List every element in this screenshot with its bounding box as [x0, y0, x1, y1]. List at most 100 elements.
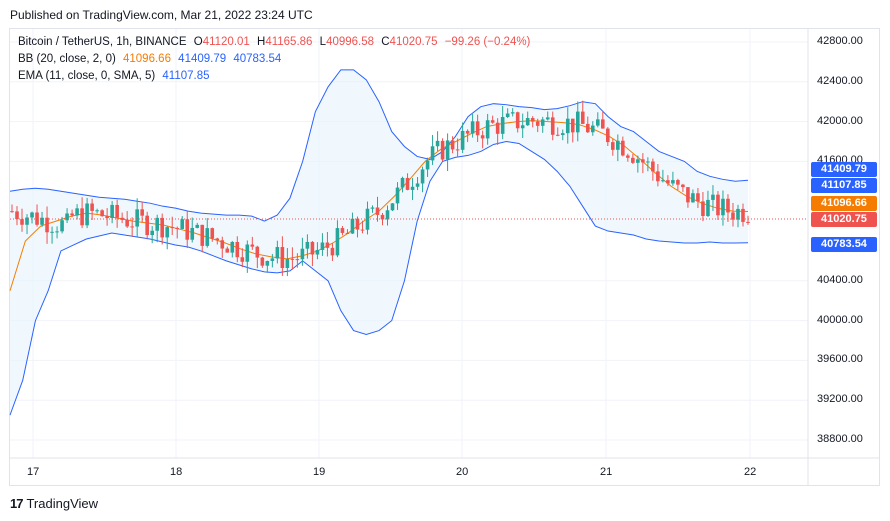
candle-body [280, 247, 285, 269]
candle-body [125, 219, 129, 227]
candle-body [20, 219, 24, 225]
candle-body [50, 231, 54, 233]
candle-body [676, 180, 680, 185]
candle-body [565, 118, 570, 134]
footer: 17 TradingView [10, 496, 98, 511]
ema-value: 41107.85 [162, 70, 210, 82]
candle-body [666, 180, 670, 184]
candle-body [701, 201, 705, 216]
candle-body [626, 155, 630, 158]
candle-body [240, 257, 245, 262]
bb-legend: BB (20, close, 2, 0) 41096.66 41409.79 4… [18, 53, 285, 65]
price-tick-label: 39200.00 [817, 393, 863, 406]
candle-body [585, 123, 590, 133]
close-value: 41020.75 [389, 36, 438, 48]
candle-body [140, 209, 144, 216]
candle-body [330, 247, 335, 256]
candle-body [631, 157, 635, 163]
candle-body [90, 203, 94, 211]
price-tick-label: 39600.00 [817, 353, 863, 366]
candle-body [300, 248, 305, 260]
candle-body [265, 260, 270, 266]
candle-body [110, 204, 114, 219]
candle-body [656, 171, 660, 182]
candle-body [10, 211, 14, 213]
bb-lower-value: 40783.54 [233, 53, 282, 65]
candle-body [260, 257, 265, 266]
candle-body [616, 140, 620, 150]
candle-body [510, 112, 515, 114]
price-chart[interactable] [0, 0, 890, 490]
candle-body [475, 121, 480, 136]
candle-body [716, 194, 720, 216]
candle-body [195, 224, 200, 228]
candle-body [220, 240, 225, 249]
candle-body [580, 111, 585, 124]
candle-body [595, 119, 600, 126]
candle-body [555, 134, 560, 136]
price-tick-label: 38800.00 [817, 433, 863, 445]
published-label: Published on TradingView.com, Mar 21, 20… [10, 8, 313, 22]
candle-body [460, 130, 465, 150]
candle-body [225, 248, 230, 253]
low-value: 40996.58 [326, 36, 375, 48]
candle-body [445, 140, 450, 160]
candle-body [95, 210, 99, 212]
candle-body [345, 232, 350, 234]
price-tick-label: 42400.00 [817, 74, 863, 87]
candle-body [681, 184, 685, 188]
ema-legend: EMA (11, close, 0, SMA, 5) 41107.85 [18, 70, 214, 82]
bb-label[interactable]: BB (20, close, 2, 0) [18, 53, 116, 65]
candle-body [430, 146, 435, 161]
chart-frame[interactable] [9, 28, 880, 486]
candle-body [85, 203, 89, 226]
candle-body [370, 207, 375, 209]
candle-body [465, 130, 470, 134]
candle-body [45, 217, 49, 233]
candle-body [55, 231, 59, 233]
tradingview-logo-icon[interactable]: 17 [10, 496, 24, 511]
candle-body [535, 121, 540, 126]
candle-body [175, 227, 180, 229]
candle-body [490, 120, 495, 123]
candle-body [150, 230, 154, 236]
candle-body [75, 208, 79, 216]
high-value: 41165.86 [265, 36, 313, 48]
candle-body [721, 198, 725, 216]
candle-body [40, 217, 44, 225]
symbol-label[interactable]: Bitcoin / TetherUS, 1h, BINANCE [18, 36, 187, 48]
candle-body [355, 218, 360, 230]
price-tick-label: 40000.00 [817, 313, 863, 326]
candle-body [285, 258, 290, 269]
change-value: −99.26 (−0.24%) [444, 36, 531, 48]
time-tick-label: 21 [600, 466, 613, 478]
candle-body [155, 217, 159, 231]
candle-body [215, 238, 220, 241]
candle-body [691, 193, 695, 203]
candle-body [500, 117, 505, 134]
price-tag: 40783.54 [811, 237, 877, 252]
candle-body [696, 193, 700, 202]
brand-label[interactable]: TradingView [26, 496, 99, 511]
bb-basis-value: 41096.66 [123, 53, 171, 65]
candle-body [400, 177, 405, 188]
ema-label[interactable]: EMA (11, close, 0, SMA, 5) [18, 70, 156, 82]
candle-body [245, 244, 250, 262]
candle-body [295, 259, 300, 261]
time-tick-label: 18 [170, 466, 183, 478]
close-label: C [381, 36, 390, 48]
candle-body [636, 159, 640, 163]
candle-body [455, 149, 460, 151]
candle-body [390, 203, 395, 211]
candle-body [726, 198, 730, 213]
low-label: L [319, 36, 327, 48]
candle-body [435, 140, 440, 147]
time-tick-label: 17 [27, 466, 40, 478]
high-label: H [257, 36, 266, 48]
candle-body [160, 217, 165, 238]
ohlc-legend: Bitcoin / TetherUS, 1h, BINANCE O41120.0… [18, 36, 534, 48]
bb-lower-line [9, 140, 749, 416]
time-tick-label: 22 [744, 466, 757, 478]
time-tick-label: 19 [313, 466, 326, 478]
candle-body [570, 118, 575, 133]
